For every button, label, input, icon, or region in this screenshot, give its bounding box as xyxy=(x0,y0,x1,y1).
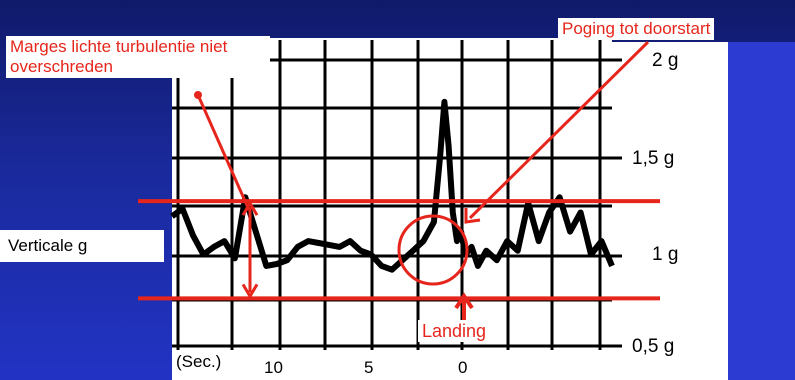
g-trace-line xyxy=(170,98,615,273)
background-panel xyxy=(728,42,795,380)
chart-plate-right xyxy=(612,42,728,380)
ytick-1-5g: 1,5 g xyxy=(632,148,675,169)
goaround-arrow-head xyxy=(464,208,481,224)
xtick-10: 10 xyxy=(264,358,283,377)
ytick-1g: 1 g xyxy=(652,244,679,265)
range-arrow-head-up xyxy=(241,200,259,216)
ytick-0-5g: 0,5 g xyxy=(632,336,675,357)
goaround-pointer-line xyxy=(468,40,650,220)
margins-label: Marges lichte turbulentie niet overschre… xyxy=(6,36,270,78)
landing-label: Landing xyxy=(418,320,491,342)
range-arrow-head-down xyxy=(241,283,259,300)
vertical-g-label: Verticale g xyxy=(0,230,164,262)
ytick-2g: 2 g xyxy=(652,50,679,71)
xlabel-sec: (Sec.) xyxy=(176,352,222,371)
xtick-5: 5 xyxy=(364,358,374,377)
landing-arrow-head xyxy=(454,292,474,310)
margins-pointer-line xyxy=(196,94,251,211)
goaround-circle xyxy=(397,214,469,286)
goaround-label: Poging tot doorstart xyxy=(558,18,715,40)
xtick-0: 0 xyxy=(458,358,468,377)
